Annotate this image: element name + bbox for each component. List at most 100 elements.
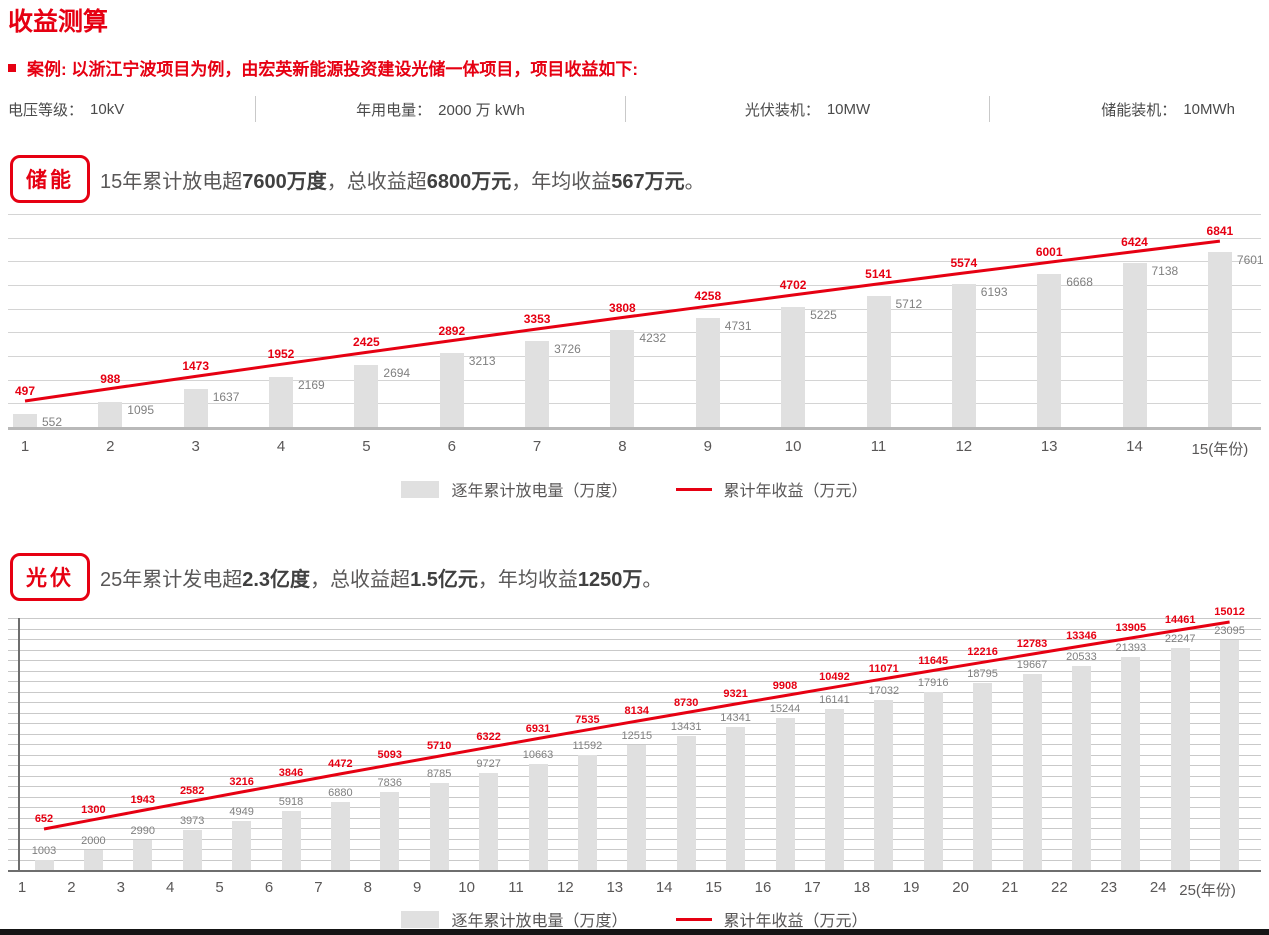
- summary-text: ，总收益超: [310, 569, 411, 591]
- bar-value-label: 15244: [769, 703, 801, 716]
- bar-value-label: 13431: [670, 721, 702, 734]
- spec-value: 2000 万 kWh: [438, 101, 525, 119]
- line-value-label: 3846: [278, 767, 304, 779]
- bar: [866, 295, 891, 427]
- bar-value-label: 18795: [967, 667, 998, 680]
- bar-value-label: 1095: [127, 402, 154, 417]
- divider: [625, 96, 626, 122]
- line-value-label: 3353: [523, 312, 551, 326]
- bar: [1071, 665, 1091, 870]
- line-value-label: 1473: [182, 359, 210, 374]
- line-value-label: 6322: [476, 731, 501, 744]
- bar-value-label: 552: [42, 415, 63, 430]
- line-value-label: 497: [14, 384, 36, 398]
- gridline: [8, 237, 1261, 239]
- x-tick-label: 13: [606, 879, 624, 896]
- y-axis-line: [18, 618, 20, 870]
- gridline: [8, 379, 1261, 381]
- bar: [34, 860, 54, 870]
- bar-value-label: 8785: [426, 767, 452, 780]
- legend-bar-swatch-icon: [401, 480, 440, 498]
- legend-line-swatch-icon: [675, 917, 712, 921]
- legend-bar-swatch-icon: [401, 910, 440, 928]
- x-tick-label: 11: [870, 438, 887, 455]
- line-value-label: 1952: [267, 347, 295, 362]
- bar-value-label: 7836: [377, 777, 403, 789]
- line-value-label: 5710: [426, 740, 452, 753]
- line-value-label: 652: [34, 813, 54, 825]
- gridline: [8, 332, 1261, 334]
- x-tick-label: 11: [508, 879, 524, 896]
- x-tick-label: 23: [1100, 879, 1118, 896]
- bar: [1022, 674, 1042, 870]
- line-value-label: 6931: [525, 722, 551, 735]
- x-tick-label: 19: [902, 879, 920, 896]
- summary-text: 。: [684, 171, 705, 193]
- gridline: [8, 733, 1261, 735]
- x-tick-label: 6: [264, 879, 274, 896]
- legend-bar-label: 逐年累计放电量（万度）: [451, 913, 628, 930]
- bar-value-label: 2694: [383, 366, 411, 380]
- bar: [1121, 656, 1141, 870]
- summary-text: 。: [642, 569, 663, 591]
- spec-label: 年用电量：: [356, 101, 432, 119]
- bar: [781, 306, 806, 427]
- line-value-label: 4258: [694, 289, 722, 304]
- summary-number: 1.5亿元: [410, 569, 478, 591]
- summary-text: 15年累计放电超: [100, 171, 243, 193]
- bar: [874, 700, 894, 870]
- bar: [83, 850, 103, 870]
- gridline: [8, 639, 1261, 640]
- bar-value-label: 9727: [476, 758, 501, 771]
- bar-value-label: 14341: [720, 712, 751, 725]
- bar: [1122, 262, 1147, 427]
- x-tick-label: 5: [215, 879, 224, 896]
- x-tick-label: 24: [1149, 879, 1167, 896]
- x-tick-label: 10: [784, 438, 802, 455]
- bar: [1037, 273, 1062, 427]
- bar-value-label: 7601: [1236, 253, 1264, 267]
- spec-value: 10MW: [826, 100, 871, 118]
- x-tick-label: 9: [703, 438, 712, 455]
- storage-chart: 552 1 1095 2 1637 3 2169 4 2694 5 3213 6 3726 7 4232 8 4…: [8, 214, 1264, 464]
- x-tick-label: 15(年份): [1191, 441, 1249, 458]
- x-tick-label: 22: [1051, 879, 1068, 896]
- bar: [1220, 640, 1240, 870]
- bar: [98, 401, 123, 427]
- x-tick-label: 4: [166, 879, 175, 896]
- line-value-label: 6424: [1121, 234, 1148, 249]
- spec-annual-consumption: 年用电量： 2000 万 kWh: [256, 96, 625, 122]
- line-value-label: 5574: [950, 256, 978, 270]
- bar: [1207, 252, 1232, 427]
- gridline: [8, 261, 1261, 263]
- legend-line-label: 累计年收益（万元）: [723, 483, 868, 500]
- line-value-label: 15012: [1214, 606, 1245, 618]
- revenue-line: [24, 239, 1221, 403]
- bar-value-label: 23095: [1214, 625, 1245, 637]
- x-tick-label: 5: [362, 438, 371, 455]
- legend-line-label: 累计年收益（万元）: [723, 913, 868, 930]
- line-value-label: 988: [100, 371, 121, 386]
- bar-value-label: 4731: [724, 319, 752, 334]
- summary-text: ，年均收益: [477, 569, 578, 591]
- bar-value-label: 20533: [1066, 650, 1097, 663]
- spec-label: 光伏装机：: [744, 101, 820, 119]
- project-specs-bar: 电压等级： 10kV 年用电量： 2000 万 kWh 光伏装机： 10MW 储…: [0, 92, 1269, 126]
- divider: [989, 96, 990, 122]
- bar: [824, 709, 844, 870]
- line-value-label: 8134: [624, 705, 650, 718]
- bar: [13, 414, 37, 427]
- summary-text: ，总收益超: [326, 171, 427, 193]
- bar: [354, 365, 379, 427]
- bar-value-label: 10663: [522, 748, 554, 761]
- bar-value-label: 21393: [1115, 641, 1147, 654]
- bar-value-label: 7138: [1151, 263, 1179, 278]
- gridline: [8, 670, 1261, 672]
- line-value-label: 4472: [328, 757, 353, 770]
- x-tick-label: 20: [952, 879, 969, 896]
- bar-value-label: 6668: [1066, 274, 1093, 289]
- bar: [973, 682, 993, 870]
- line-value-label: 3216: [229, 776, 254, 788]
- bar-value-label: 17916: [917, 676, 949, 689]
- bar-value-label: 22247: [1164, 633, 1196, 646]
